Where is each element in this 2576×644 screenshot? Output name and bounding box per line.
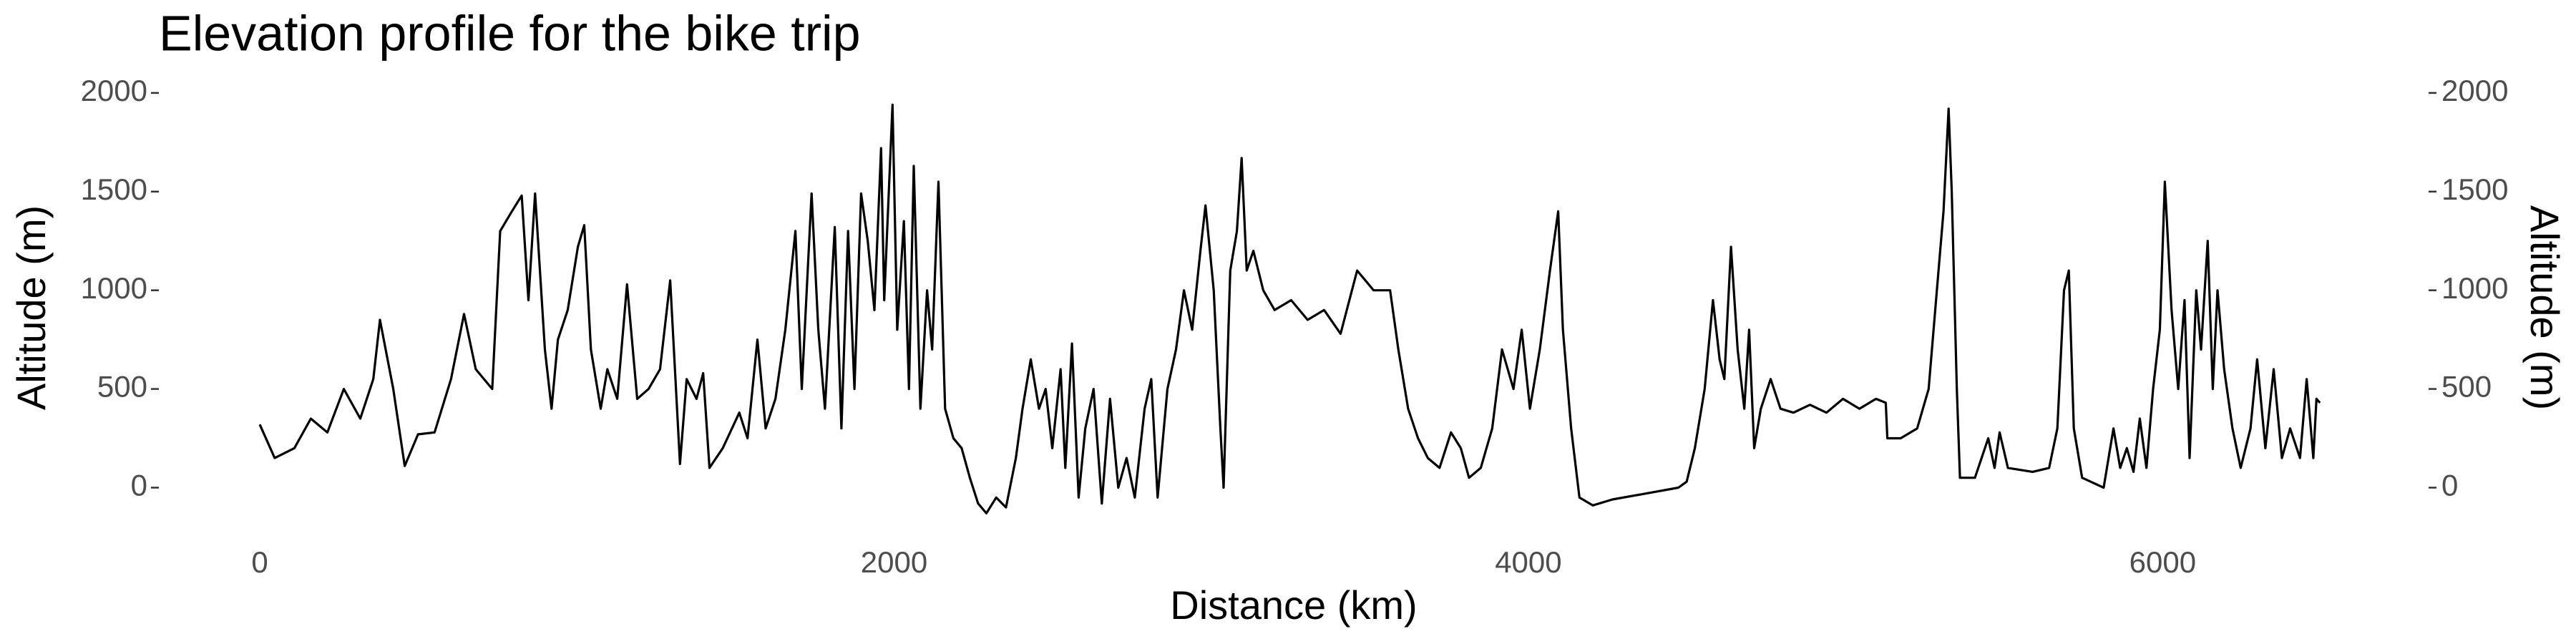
y-tick-label: 500 [97, 370, 147, 404]
y-tick-label: 1500 [81, 172, 147, 206]
y-tick-label: 0 [131, 469, 147, 502]
x-tick-label: 6000 [2129, 545, 2196, 579]
y2-tick-label: 500 [2441, 370, 2492, 404]
x-axis-title: Distance (km) [1170, 582, 1417, 628]
y-axis-title: Altitude (m) [9, 205, 54, 410]
elevation-line [258, 103, 2321, 514]
y-tick-label: 1000 [81, 271, 147, 305]
y2-tick-label: 1500 [2441, 172, 2508, 206]
y2-tick-label: 1000 [2441, 271, 2508, 305]
y-tick-label: 2000 [81, 74, 147, 107]
y2-axis-title: Altitude (m) [2522, 205, 2567, 410]
x-tick-label: 4000 [1495, 545, 1561, 579]
x-tick-label: 2000 [861, 545, 927, 579]
chart-title: Elevation profile for the bike trip [159, 5, 861, 61]
y2-tick-label: 2000 [2441, 74, 2508, 107]
y2-tick-label: 0 [2441, 469, 2458, 502]
x-tick-label: 0 [251, 545, 268, 579]
